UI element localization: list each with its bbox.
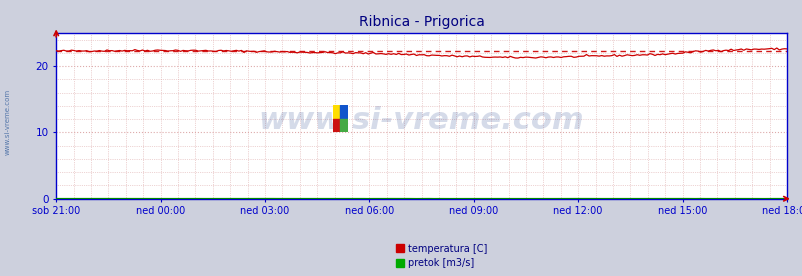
Text: www.si-vreme.com: www.si-vreme.com bbox=[258, 106, 584, 136]
Text: www.si-vreme.com: www.si-vreme.com bbox=[5, 88, 11, 155]
Title: Ribnica - Prigorica: Ribnica - Prigorica bbox=[358, 15, 484, 29]
Bar bbox=[333, 105, 340, 119]
Bar bbox=[333, 119, 340, 132]
Bar bbox=[340, 105, 347, 119]
Bar bbox=[340, 119, 354, 132]
Legend: temperatura [C], pretok [m3/s]: temperatura [C], pretok [m3/s] bbox=[395, 243, 487, 268]
